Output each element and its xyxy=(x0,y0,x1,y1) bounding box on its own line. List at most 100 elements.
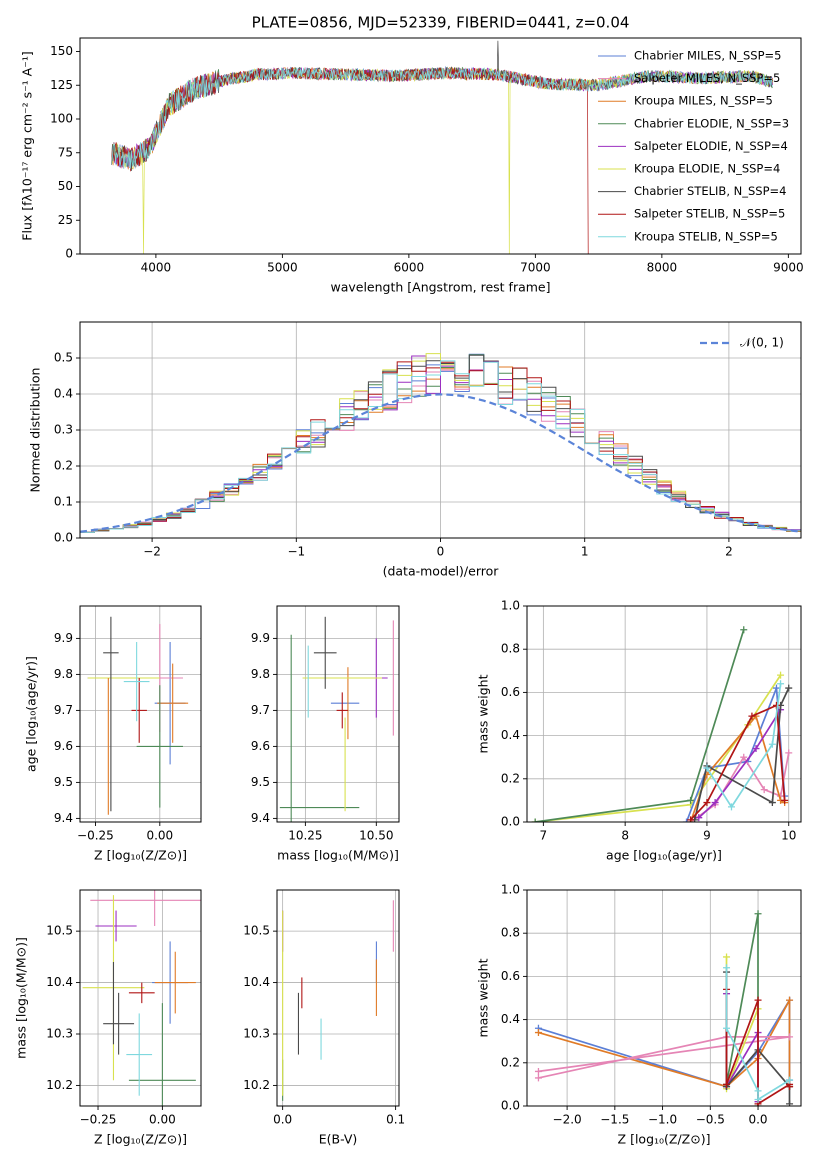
weight-point xyxy=(772,701,780,709)
axes-frame xyxy=(79,605,202,823)
y-tick-label: 1.0 xyxy=(501,599,520,613)
x-axis-label: Z [log₁₀(Z/Z⊙)] xyxy=(618,1132,711,1147)
y-tick-label: 150 xyxy=(50,44,73,58)
legend-label: Kroupa ELODIE, N_SSP=4 xyxy=(634,162,780,176)
weight-point xyxy=(754,1087,762,1095)
y-tick-label: 0.1 xyxy=(54,495,73,509)
x-axis-label: mass [log₁₀(M/M⊙)] xyxy=(277,848,399,863)
legend-label: Salpeter MILES, N_SSP=5 xyxy=(634,71,780,85)
weight-lines xyxy=(531,626,793,822)
legend-label: Kroupa STELIB, N_SSP=5 xyxy=(634,229,778,243)
x-tick-label: 10.50 xyxy=(359,829,393,843)
x-tick-label: 0.1 xyxy=(386,1113,405,1127)
weight-point xyxy=(786,1033,794,1041)
y-tick-label: 0.3 xyxy=(54,423,73,437)
x-tick-label: −1 xyxy=(287,545,305,559)
y-tick-label: 0.6 xyxy=(501,685,520,699)
y-tick-label: 9.7 xyxy=(54,703,73,717)
y-tick-label: 10.4 xyxy=(243,975,270,989)
y-tick-label: 0.5 xyxy=(54,351,73,365)
weight-point xyxy=(740,753,748,761)
y-axis-label: Normed distribution xyxy=(28,368,43,493)
x-tick-label: 8 xyxy=(621,829,629,843)
x-axis-label: Z [log₁₀(Z/Z⊙)] xyxy=(94,848,187,863)
error-bars xyxy=(82,890,201,1106)
x-tick-label: 2 xyxy=(725,545,733,559)
x-axis-label: Z [log₁₀(Z/Z⊙)] xyxy=(94,1132,187,1147)
spectrum-series-line xyxy=(111,67,774,170)
y-tick-label: 10.5 xyxy=(243,924,270,938)
x-tick-label: −2.0 xyxy=(553,1113,582,1127)
x-tick-label: 6000 xyxy=(394,261,425,275)
y-tick-label: 50 xyxy=(58,179,73,193)
weight-point xyxy=(772,684,780,692)
error-bars xyxy=(279,616,394,822)
y-axis-label: mass weight xyxy=(476,674,491,753)
y-tick-label: 9.4 xyxy=(251,811,270,825)
weight-point xyxy=(703,764,711,772)
y-tick-label: 9.5 xyxy=(251,775,270,789)
axes-frame xyxy=(79,889,202,1107)
x-axis-label: wavelength [Angstrom, rest frame] xyxy=(330,280,550,295)
y-tick-label: 25 xyxy=(58,213,73,227)
weight-point xyxy=(723,1080,731,1088)
legend-label: 𝒩(0, 1) xyxy=(740,336,784,350)
hist-steps xyxy=(80,353,801,533)
x-tick-label: 0.0 xyxy=(748,1113,767,1127)
weight-point xyxy=(777,680,785,688)
x-axis-label: E(B-V) xyxy=(319,1132,358,1147)
spectrum-lines xyxy=(111,40,774,254)
y-tick-label: 0.4 xyxy=(501,1012,520,1026)
y-axis-label: age [log₁₀(age/yr)] xyxy=(24,656,39,772)
legend-label: Kroupa MILES, N_SSP=5 xyxy=(634,94,773,108)
x-tick-label: −0.25 xyxy=(77,829,114,843)
legend-label: Salpeter ELODIE, N_SSP=4 xyxy=(634,139,788,153)
y-tick-label: 0.4 xyxy=(501,728,520,742)
y-tick-label: 75 xyxy=(58,145,73,159)
y-tick-label: 9.9 xyxy=(251,631,270,645)
y-tick-label: 0.6 xyxy=(501,969,520,983)
weight-point xyxy=(777,671,785,679)
y-axis-label: Flux [fλ10⁻¹⁷ erg cm⁻² s⁻¹ A⁻¹] xyxy=(20,51,35,240)
y-tick-label: 125 xyxy=(50,78,73,92)
y-tick-label: 10.2 xyxy=(46,1078,73,1092)
x-tick-label: −2 xyxy=(143,545,161,559)
weight-point xyxy=(754,996,762,1004)
y-tick-label: 100 xyxy=(50,112,73,126)
weight-point xyxy=(695,814,703,822)
x-tick-label: 0 xyxy=(437,545,445,559)
y-tick-label: 0.0 xyxy=(54,531,73,545)
weight-point xyxy=(786,996,794,1004)
axes-frame xyxy=(79,37,802,255)
weight-point xyxy=(754,1096,762,1104)
weight-point xyxy=(531,818,539,822)
weight-point xyxy=(703,799,711,807)
y-tick-label: 0.0 xyxy=(501,1099,520,1113)
y-tick-label: 0 xyxy=(65,247,73,261)
x-tick-label: −1.0 xyxy=(648,1113,677,1127)
weight-point xyxy=(785,684,793,692)
y-axis-label: mass [log₁₀(M/M⊙)] xyxy=(14,937,29,1059)
weight-point xyxy=(727,803,735,811)
y-tick-label: 9.8 xyxy=(54,667,73,681)
x-tick-label: 0.00 xyxy=(146,829,173,843)
weight-point xyxy=(748,712,756,720)
y-tick-label: 0.0 xyxy=(501,815,520,829)
weight-point xyxy=(786,1100,794,1106)
y-tick-label: 9.7 xyxy=(251,703,270,717)
weight-point xyxy=(682,818,690,822)
weight-point xyxy=(781,796,789,804)
x-tick-label: 9000 xyxy=(773,261,804,275)
y-tick-label: 0.8 xyxy=(501,642,520,656)
y-tick-label: 0.2 xyxy=(501,1055,520,1069)
x-tick-label: 10 xyxy=(781,829,796,843)
x-tick-label: 0.00 xyxy=(149,1113,176,1127)
legend-label: Chabrier STELIB, N_SSP=4 xyxy=(634,184,786,198)
y-tick-label: 10.5 xyxy=(46,924,73,938)
weight-series-line xyxy=(698,709,782,819)
weight-point xyxy=(786,1083,794,1091)
weight-point xyxy=(740,626,748,634)
normal-curve xyxy=(80,393,801,533)
weight-series-line xyxy=(535,674,782,822)
